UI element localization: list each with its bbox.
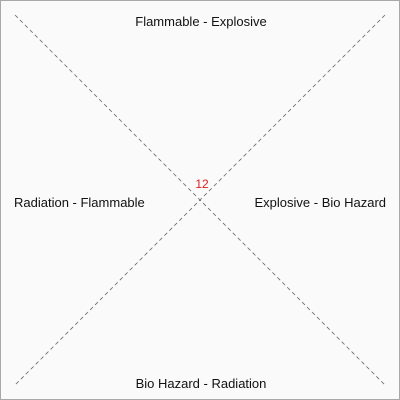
quadrant-label-left: Radiation - Flammable: [14, 195, 145, 210]
quadrant-label-top: Flammable - Explosive: [135, 14, 267, 29]
quadrant-label-bottom: Bio Hazard - Radiation: [135, 376, 267, 391]
diagonal-line-anti: [14, 14, 386, 386]
quadrant-label-right: Explosive - Bio Hazard: [254, 195, 387, 210]
center-value: 12: [195, 177, 209, 191]
